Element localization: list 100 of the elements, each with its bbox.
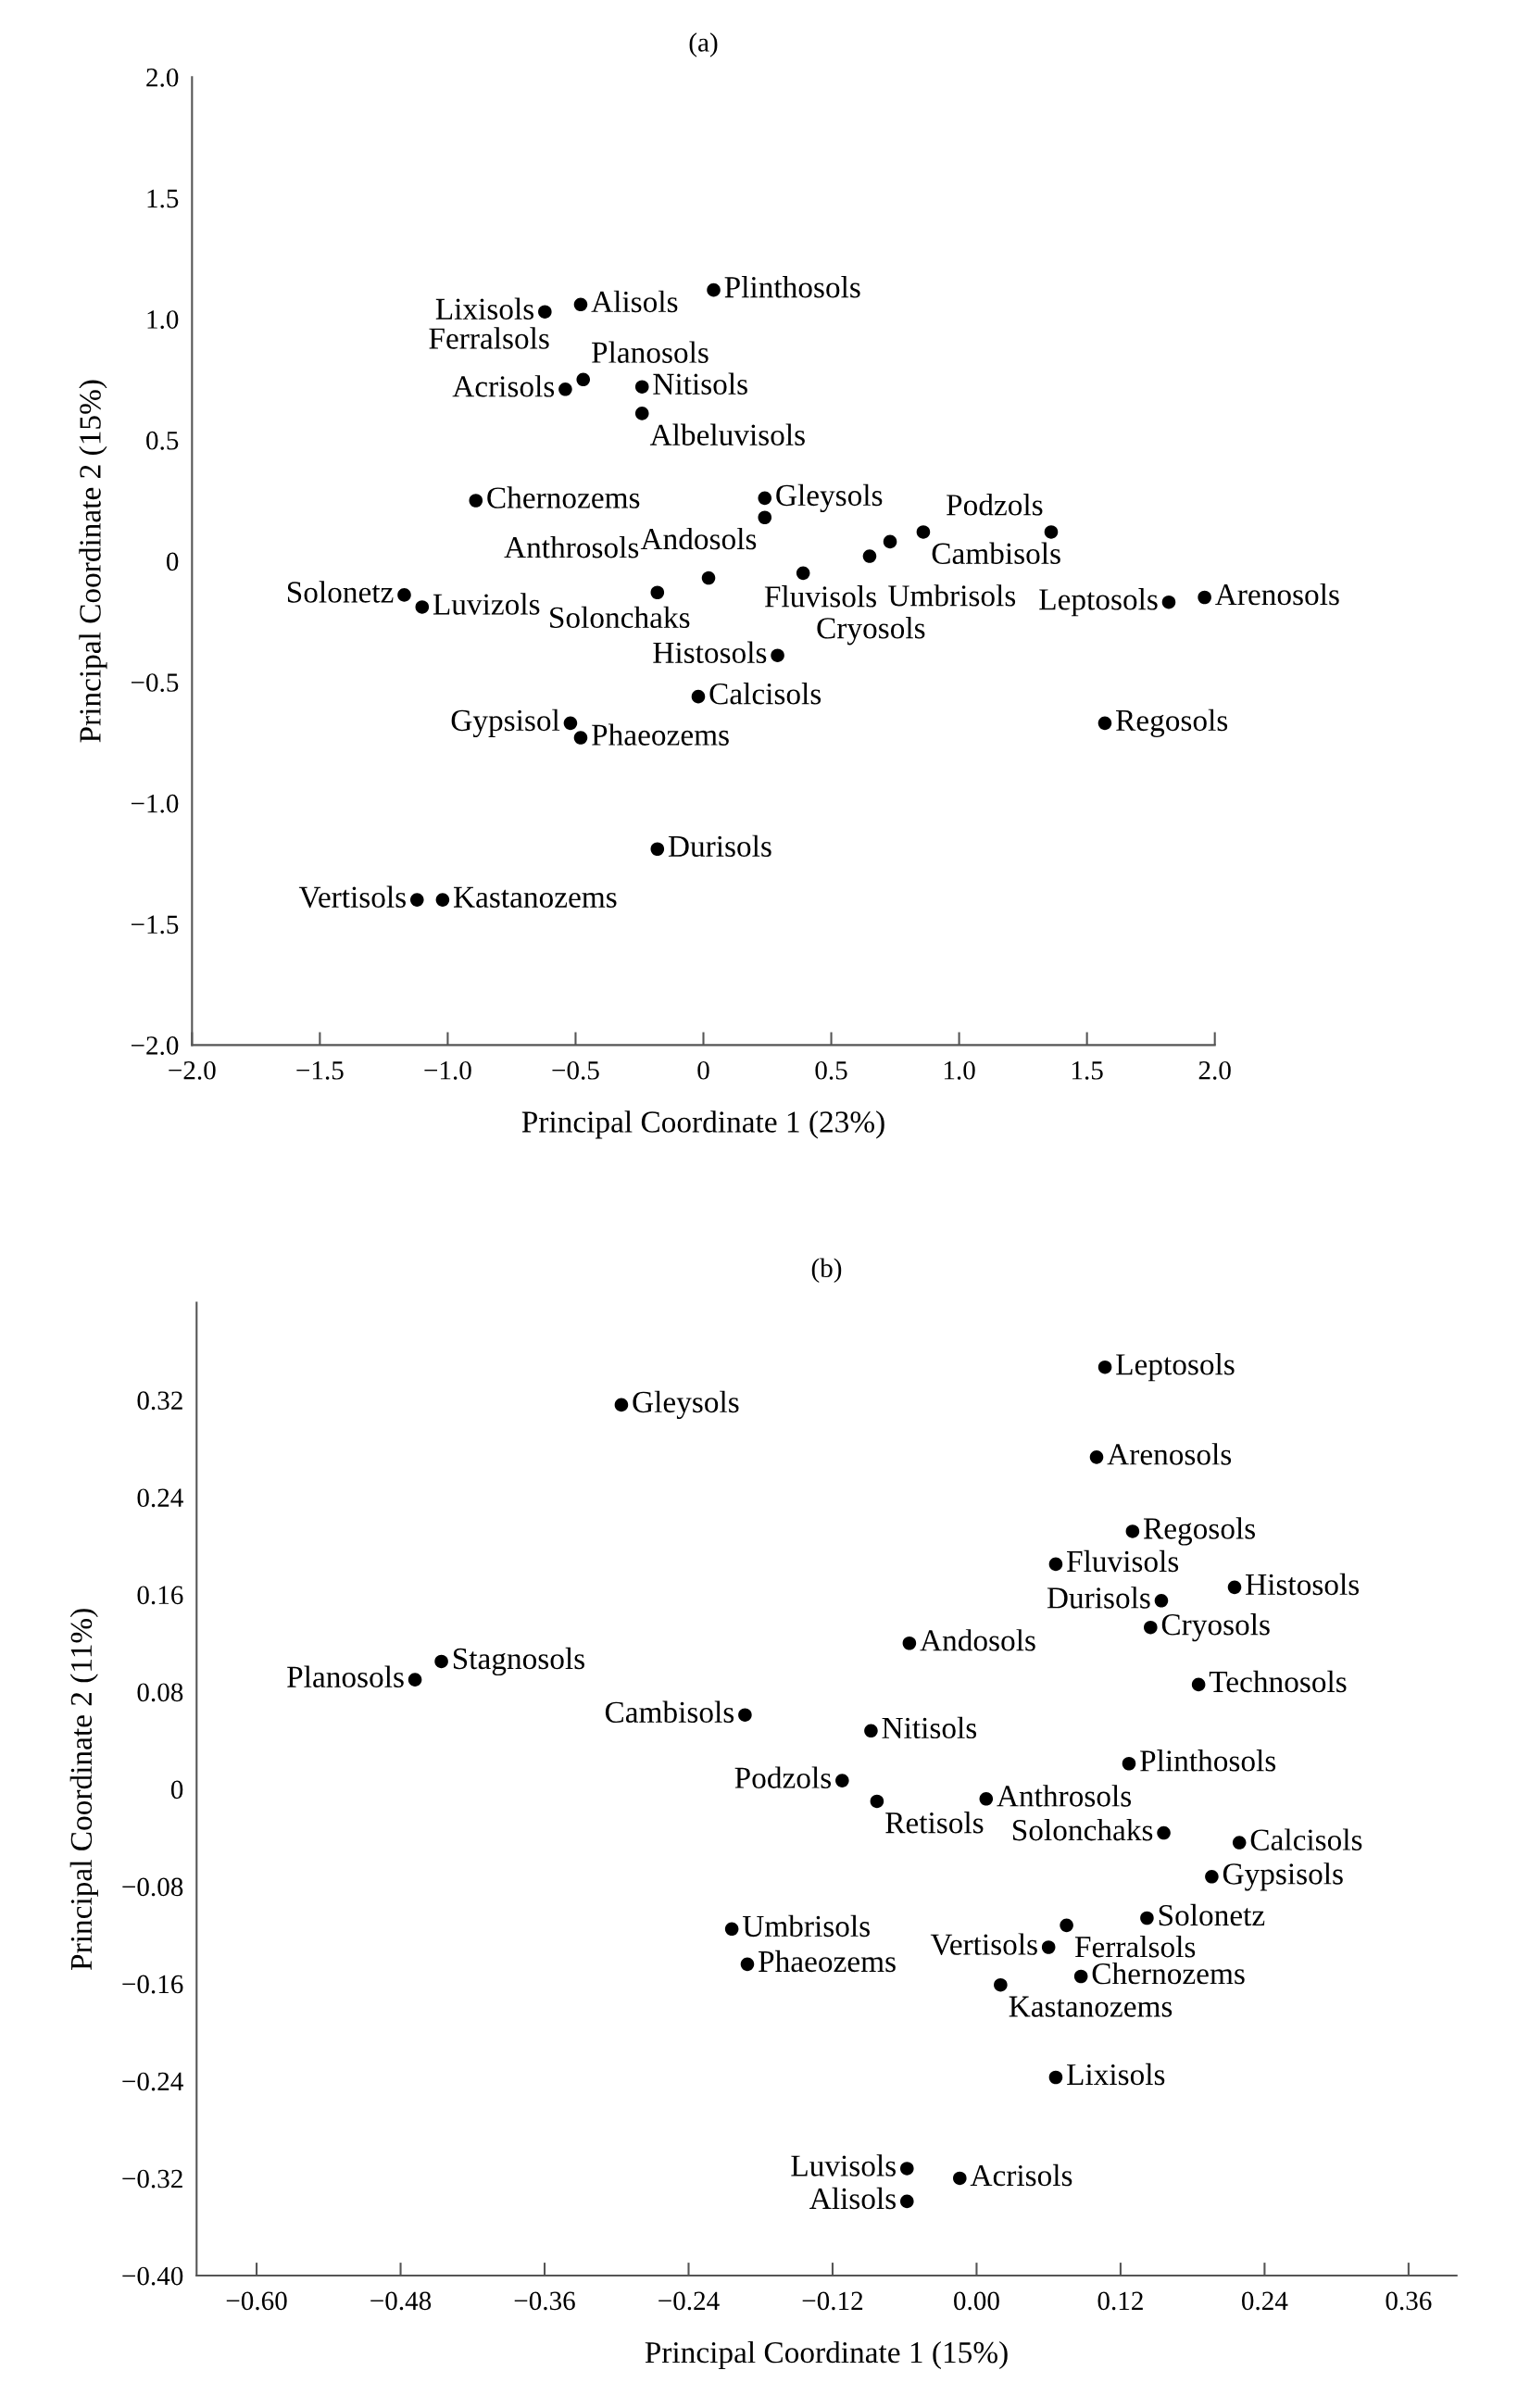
x-axis-title: Principal Coordinate 1 (15%) bbox=[645, 2340, 1008, 2370]
annotation: Cryosols bbox=[817, 617, 925, 646]
annotation: Vertisols bbox=[298, 885, 406, 909]
y-tick-label: 1.0 bbox=[147, 310, 179, 330]
y-tick-label: −0.5 bbox=[131, 673, 179, 692]
annotation: Alisols bbox=[591, 290, 678, 313]
y-axis-title: Principal Coordinate 2 (11%) bbox=[69, 1609, 98, 1970]
x-tick-label: 0.12 bbox=[1097, 2291, 1143, 2311]
annotation: Durisols bbox=[668, 834, 771, 858]
x-tick-label: 0 bbox=[697, 1060, 709, 1080]
annotation: Vertisols bbox=[930, 1933, 1037, 1956]
chart-title: (b) bbox=[811, 1258, 842, 1284]
y-tick-label: −0.24 bbox=[122, 2072, 183, 2091]
annotation: Calcisols bbox=[1250, 1828, 1362, 1850]
annotation: Gypsisols bbox=[1223, 1862, 1343, 1891]
annotation: Planosols bbox=[287, 1665, 404, 1687]
y-tick-label: 0 bbox=[166, 552, 179, 571]
annotation: Luvisols bbox=[791, 2154, 896, 2176]
annotation: Lixisols bbox=[1067, 2063, 1165, 2086]
annotation: Phaeozems bbox=[592, 723, 729, 746]
annotation: Leptosols bbox=[1039, 588, 1158, 617]
annotation: Gleysols bbox=[776, 483, 883, 513]
y-tick-label: 1.5 bbox=[147, 189, 179, 208]
y-tick-label: −0.16 bbox=[122, 1975, 183, 1994]
annotation: Cryosols bbox=[1161, 1613, 1270, 1642]
annotation: Calcisols bbox=[709, 683, 821, 705]
x-tick-label: 0.36 bbox=[1386, 2291, 1432, 2311]
annotation: Nitisols bbox=[882, 1716, 977, 1739]
annotation: Podzols bbox=[947, 494, 1043, 516]
y-tick-label: −1.5 bbox=[131, 915, 179, 934]
annotation: Solonchaks bbox=[550, 606, 690, 629]
x-tick-label: 1.0 bbox=[944, 1060, 975, 1080]
x-tick-label: 2.0 bbox=[1198, 1060, 1231, 1080]
y-tick-label: 2.0 bbox=[146, 68, 179, 87]
annotation: Umbrisols bbox=[742, 1914, 870, 1938]
annotation: Fluvisols bbox=[1067, 1549, 1179, 1573]
annotation: Histosols bbox=[1246, 1573, 1360, 1596]
y-tick-label: 0.24 bbox=[137, 1488, 183, 1508]
annotation: Arenosols bbox=[1215, 583, 1339, 606]
annotation: Histosols bbox=[653, 641, 767, 664]
y-tick-label: 0 bbox=[170, 1780, 183, 1800]
x-axis-title: Principal Coordinate 1 (23%) bbox=[521, 1110, 884, 1139]
y-tick-label: 0.32 bbox=[137, 1391, 182, 1411]
annotation: Albeluvisols bbox=[649, 423, 805, 445]
annotation: Luvizols bbox=[433, 593, 540, 615]
y-tick-label: −0.40 bbox=[122, 2266, 183, 2286]
annotation: Acrisols bbox=[970, 2163, 1072, 2187]
annotation: Retisols bbox=[885, 1812, 984, 1834]
annotation: Phaeozems bbox=[759, 1950, 896, 1973]
y-tick-label: 0.5 bbox=[146, 431, 179, 450]
y-tick-label: 0.08 bbox=[137, 1683, 183, 1702]
annotation: Kastanozems bbox=[453, 886, 617, 908]
y-tick-label: −0.32 bbox=[122, 2169, 182, 2189]
annotation: Regosols bbox=[1143, 1517, 1256, 1546]
y-axis-title: Principal Coordinate 2 (15%) bbox=[79, 380, 107, 743]
annotation: Durisols bbox=[1047, 1587, 1150, 1609]
x-tick-label: 0.00 bbox=[954, 2291, 999, 2311]
x-tick-label: −0.36 bbox=[514, 2291, 575, 2311]
x-tick-label: −1.0 bbox=[424, 1060, 471, 1080]
chart-title: (a) bbox=[689, 32, 718, 57]
annotation: Regosols bbox=[1116, 709, 1228, 738]
annotation: Umbrisols bbox=[888, 584, 1016, 607]
annotation: Gleysols bbox=[633, 1390, 739, 1420]
annotation: Chernozems bbox=[1092, 1962, 1245, 1985]
x-tick-label: −0.12 bbox=[802, 2291, 863, 2311]
x-tick-label: 0.5 bbox=[815, 1060, 847, 1080]
annotation: Cambisols bbox=[605, 1700, 734, 1724]
x-tick-label: −0.5 bbox=[552, 1060, 599, 1080]
annotation: Chernozems bbox=[487, 486, 640, 508]
annotation: Andosols bbox=[640, 527, 757, 550]
annotation: Leptosols bbox=[1116, 1353, 1235, 1382]
annotation: Arenosols bbox=[1107, 1443, 1232, 1465]
y-tick-label: −0.08 bbox=[122, 1877, 183, 1897]
annotation: Andosols bbox=[920, 1629, 1035, 1651]
annotation: Technosols bbox=[1209, 1670, 1347, 1693]
annotation: Planosols bbox=[592, 341, 709, 363]
annotation: Solonetz bbox=[287, 581, 394, 603]
x-tick-label: 0.24 bbox=[1241, 2291, 1288, 2311]
annotation: Cambisols bbox=[932, 542, 1060, 565]
x-tick-label: −0.60 bbox=[226, 2291, 287, 2311]
annotation: Ferralsols bbox=[429, 327, 549, 349]
annotation: Acrisols bbox=[452, 375, 555, 397]
annotation: Podzols bbox=[734, 1766, 832, 1788]
annotation: Fluvisols bbox=[764, 585, 876, 608]
annotation: Gypsisol bbox=[451, 709, 560, 738]
x-tick-label: −0.24 bbox=[658, 2291, 720, 2311]
annotation: Solonchaks bbox=[1012, 1818, 1153, 1841]
annotation: Solonetz bbox=[1159, 1903, 1265, 1926]
x-tick-label: −0.48 bbox=[370, 2291, 432, 2311]
annotation: Plinthosols bbox=[724, 276, 860, 298]
annotation: Alisols bbox=[809, 2187, 896, 2210]
annotation: Kastanozems bbox=[1009, 1996, 1173, 2017]
annotation: Stagnosols bbox=[453, 1647, 584, 1676]
y-tick-label: −1.0 bbox=[131, 794, 179, 813]
annotation: Anthrosols bbox=[504, 535, 639, 558]
y-tick-label: −2.0 bbox=[131, 1036, 179, 1055]
annotation: Ferralsols bbox=[1074, 1935, 1196, 1958]
annotation: Plinthosols bbox=[1140, 1750, 1276, 1772]
x-tick-label: 1.5 bbox=[1072, 1061, 1103, 1080]
x-tick-label: −1.5 bbox=[296, 1061, 344, 1080]
